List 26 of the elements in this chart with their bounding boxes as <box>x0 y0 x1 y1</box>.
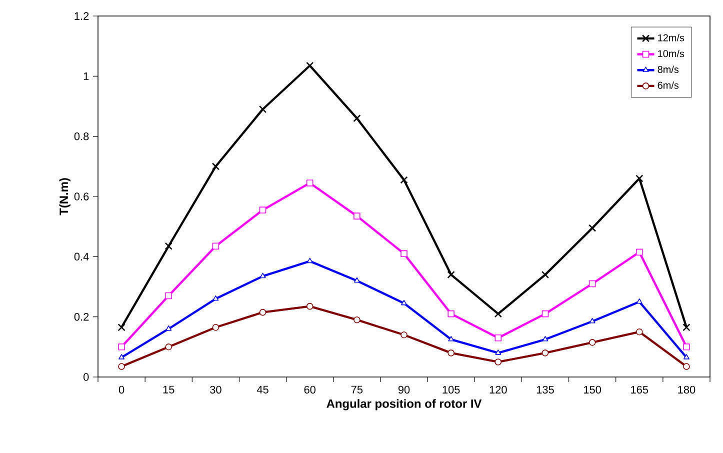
x-tick-label: 45 <box>256 386 268 394</box>
y-tick-label: 0.2 <box>74 312 89 321</box>
x-tick-label: 90 <box>398 386 410 394</box>
x-axis-title: Angular position of rotor IV <box>326 399 482 410</box>
y-tick-label: 1 <box>84 72 89 80</box>
y-tick-label: 0.4 <box>74 252 89 261</box>
x-tick-label: 135 <box>536 386 554 394</box>
x-tick-label: 75 <box>351 386 363 394</box>
x-tick-label: 15 <box>163 386 174 394</box>
x-tick-label: 150 <box>584 386 602 394</box>
x-tick-label: 0 <box>118 386 124 394</box>
y-axis-title: T(N.m) <box>59 178 70 216</box>
x-tick-label: 180 <box>678 386 696 394</box>
x-tick-label: 60 <box>304 386 316 394</box>
x-tick-label: 30 <box>210 386 222 394</box>
x-tick-label: 105 <box>442 386 460 394</box>
x-tick-label: 165 <box>631 386 648 394</box>
legend-label: 10m/s <box>658 50 684 58</box>
legend-label: 12m/s <box>658 34 684 42</box>
y-tick-label: 0.8 <box>74 132 89 140</box>
y-tick-label: 0.6 <box>74 192 89 200</box>
y-tick-label: 0 <box>83 373 89 381</box>
y-tick-label: 1.2 <box>74 12 89 20</box>
legend-label: 8m/s <box>658 66 679 73</box>
x-tick-label: 120 <box>490 386 507 394</box>
legend-label: 6m/s <box>658 82 679 89</box>
